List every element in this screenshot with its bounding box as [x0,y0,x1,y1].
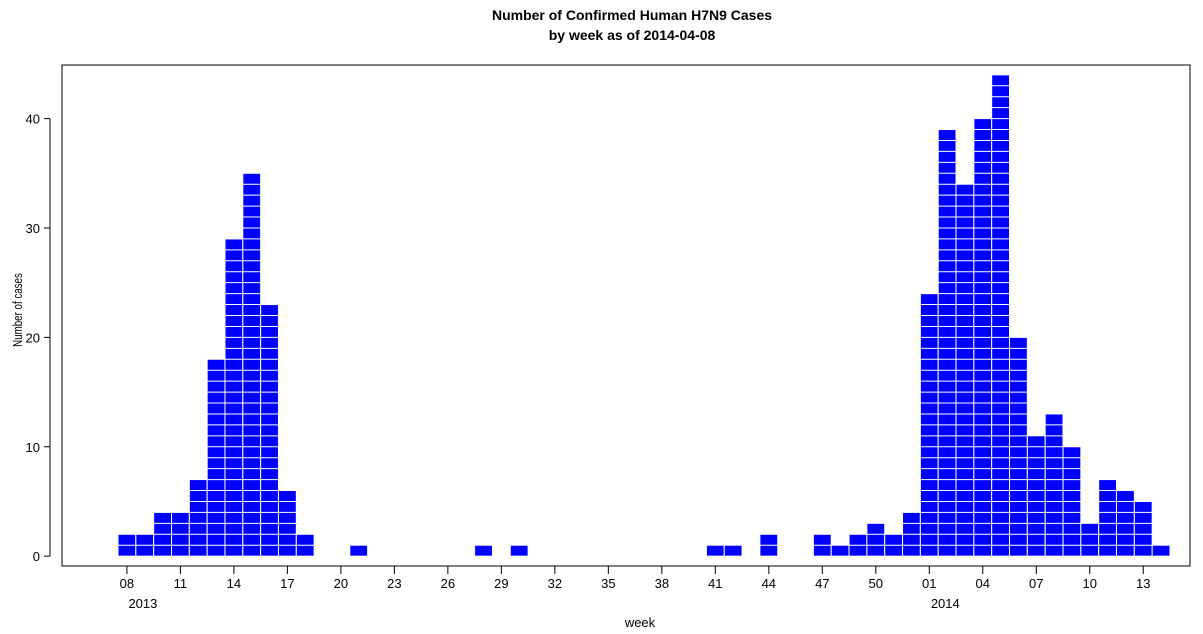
bar [260,304,279,557]
bar [1080,522,1100,557]
x-tick-label: 20 [334,576,348,591]
bar [723,544,743,557]
y-tick-label: 40 [26,112,40,127]
x-tick-label: 13 [1136,576,1150,591]
x-tick-label: 32 [548,576,562,591]
bar [1151,544,1171,557]
bar [1044,413,1064,557]
bar [830,544,850,557]
x-tick-label: 50 [869,576,883,591]
year-label: 2013 [128,596,157,611]
x-tick-label: 07 [1029,576,1043,591]
y-tick-label: 30 [26,221,40,236]
bar [866,522,886,557]
bar [937,129,957,557]
x-tick-label: 29 [494,576,508,591]
year-label: 2014 [931,596,960,611]
x-tick-label: 01 [922,576,936,591]
chart-title: Number of Confirmed Human H7N9 Cases [492,7,772,23]
bar [242,172,262,557]
x-tick-label: 26 [441,576,455,591]
x-tick-label: 41 [708,576,722,591]
bar [349,544,369,557]
x-tick-label: 17 [280,576,294,591]
x-tick-label: 38 [655,576,669,591]
x-tick-label: 04 [976,576,990,591]
y-tick-label: 0 [33,549,40,564]
bar [705,544,725,557]
x-tick-label: 10 [1083,576,1097,591]
bar [1133,500,1153,557]
bar [1098,479,1118,557]
bar [509,544,529,557]
bar [1026,435,1046,557]
x-tick-label: 11 [174,576,188,591]
bar [224,238,244,557]
chart-subtitle: by week as of 2014-04-08 [549,27,716,43]
x-tick-label: 14 [227,576,241,591]
x-tick-label: 08 [120,576,134,591]
x-tick-label: 44 [762,576,776,591]
y-axis-label: Number of cases [12,273,26,347]
x-tick-label: 23 [387,576,401,591]
bar [474,544,493,557]
x-tick-label: 35 [601,576,615,591]
y-tick-label: 20 [26,330,40,345]
x-axis-label: week [624,615,656,629]
x-tick-label: 47 [815,576,829,591]
bar [188,479,208,557]
y-tick-label: 10 [26,440,40,455]
